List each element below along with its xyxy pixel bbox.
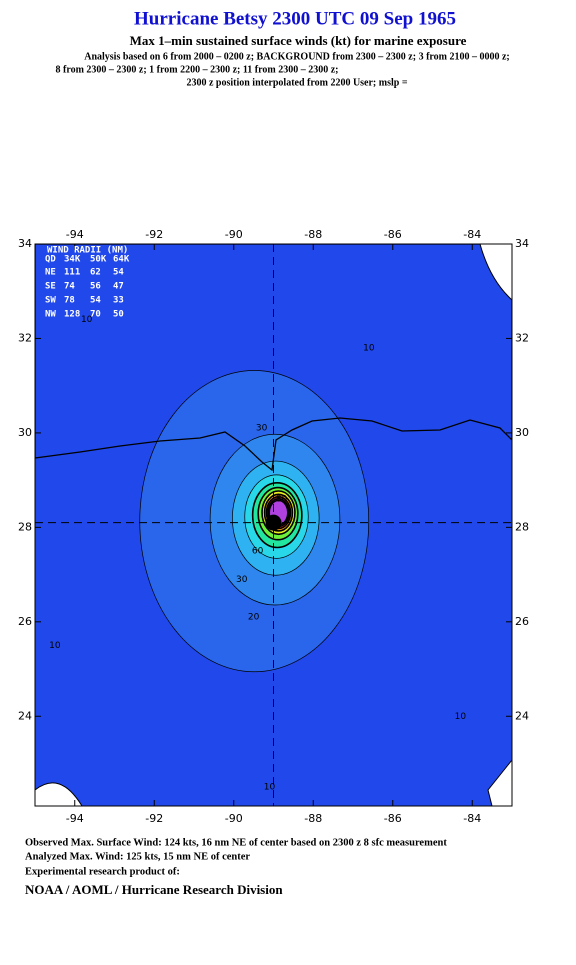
contour-label: 80 [276, 495, 288, 505]
footer-line: Experimental research product of: [25, 866, 180, 877]
contour-label: 30 [236, 575, 248, 585]
wind-radii-cell: SW [45, 296, 56, 306]
footer-line: Observed Max. Surface Wind: 124 kts, 16 … [25, 837, 447, 848]
y-tick-label: 28 [515, 520, 529, 533]
y-tick-label: 34 [515, 237, 529, 250]
contour-label: 10 [49, 641, 61, 651]
y-tick-label: 30 [515, 426, 529, 439]
wind-radii-cell: 74 [64, 282, 75, 292]
x-tick-label: -90 [225, 812, 243, 825]
organization: NOAA / AOML / Hurricane Research Divisio… [25, 882, 283, 897]
map-area [35, 244, 512, 806]
contour-label: 10 [264, 783, 276, 793]
y-tick-label: 34 [18, 237, 32, 250]
analysis-line: Analysis based on 6 from 2000 – 0200 z; … [84, 51, 510, 62]
wind-radii-cell: 54 [113, 268, 124, 278]
contour-label: 60 [252, 546, 264, 556]
contour-label: 10 [363, 343, 375, 353]
y-tick-label: 28 [18, 520, 32, 533]
title: Hurricane Betsy 2300 UTC 09 Sep 1965 [134, 8, 456, 29]
wind-radii-cell: NW [45, 310, 56, 320]
analysis-line: 2300 z position interpolated from 2200 U… [186, 77, 407, 88]
x-tick-label: -90 [225, 228, 243, 241]
wind-radii-cell: 47 [113, 282, 124, 292]
wind-radii-cell: 33 [113, 296, 124, 306]
x-tick-label: -88 [304, 812, 322, 825]
wind-radii-title: WIND RADII (NM) [47, 246, 128, 256]
x-tick-label: -92 [145, 812, 163, 825]
x-tick-label: -86 [384, 228, 402, 241]
x-tick-label: -92 [145, 228, 163, 241]
footer-line: Analyzed Max. Wind: 125 kts, 15 nm NE of… [25, 851, 250, 862]
contour-label: 10 [81, 315, 93, 325]
y-tick-label: 30 [18, 426, 32, 439]
plot-frame [34, 243, 513, 807]
y-tick-label: 32 [515, 331, 529, 344]
wind-radii-header: 50K [90, 255, 107, 265]
x-tick-label: -84 [463, 228, 481, 241]
contour-label: 10 [455, 712, 467, 722]
x-tick-label: -84 [463, 812, 481, 825]
x-tick-label: -86 [384, 812, 402, 825]
x-tick-label: -94 [66, 228, 84, 241]
overlay: 10 10 10 10 10 20 30 30 60 80 -94 -94 -92 -92 -90 -90 -8… [18, 228, 529, 825]
wind-radii-cell: 128 [64, 310, 80, 320]
wind-radii-cell: 54 [90, 296, 101, 306]
wind-radii-cell: 62 [90, 268, 101, 278]
subtitle: Max 1–min sustained surface winds (kt) f… [130, 33, 467, 48]
wind-radii-header: 34K [64, 255, 81, 265]
wind-radii-header: 64K [113, 255, 130, 265]
wind-radii-cell: SE [45, 282, 56, 292]
contour-label: 20 [248, 613, 260, 623]
y-tick-label: 32 [18, 331, 32, 344]
x-tick-label: -94 [66, 812, 84, 825]
y-tick-label: 26 [18, 615, 32, 628]
wind-radii-cell: 70 [90, 310, 101, 320]
land [35, 782, 83, 806]
wind-radii-cell: NE [45, 268, 56, 278]
wind-radii-cell: 111 [64, 268, 80, 278]
y-tick-label: 24 [18, 709, 32, 722]
wind-radii-cell: 56 [90, 282, 101, 292]
y-tick-label: 24 [515, 709, 529, 722]
land [35, 244, 512, 472]
contour-label: 30 [256, 424, 268, 434]
wind-radii-header: QD [45, 255, 56, 265]
land [487, 759, 512, 806]
wind-radii-cell: 78 [64, 296, 75, 306]
analysis-line: 8 from 2300 – 2300 z; 1 from 2200 – 2300… [55, 64, 338, 75]
wind-radii-cell: 50 [113, 310, 124, 320]
y-tick-label: 26 [515, 615, 529, 628]
x-tick-label: -88 [304, 228, 322, 241]
